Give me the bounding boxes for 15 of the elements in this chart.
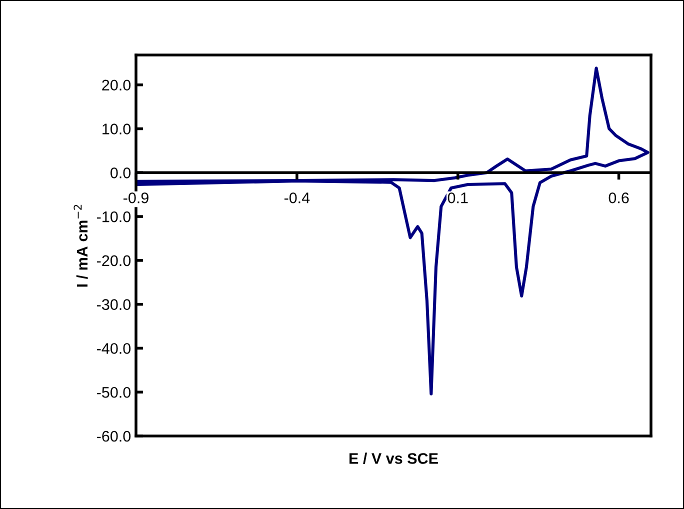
y-tick-label: 20.0 [102,80,131,91]
x-tick-label: 0.1 [448,192,468,204]
y-axis-title: I / mA cm$^{−2}$ [74,204,88,287]
x-tick-label: -0.9 [124,192,148,204]
y-tick-label: 10.0 [102,124,131,134]
y-tick-label: -40.0 [97,343,131,354]
x-axis-title: E / V vs SCE [350,452,438,464]
y-tick-label: -50.0 [97,386,131,398]
y-tick-label: -60.0 [97,430,131,442]
y-tick-label: -30.0 [97,299,131,310]
y-tick-label: 0.0 [110,168,131,178]
y-tick-label: -20.0 [97,255,131,266]
x-tick-label: 0.6 [608,192,629,204]
y-tick-label: -10.0 [97,211,131,222]
x-tick-label: -0.4 [284,192,310,204]
